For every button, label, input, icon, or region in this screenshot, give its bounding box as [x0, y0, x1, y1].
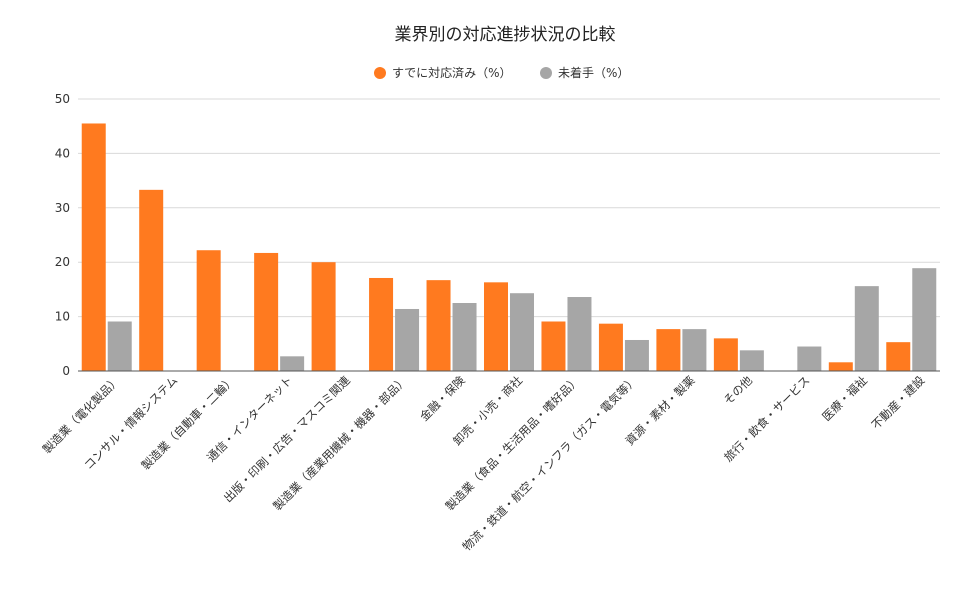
bar-not-started	[107, 321, 132, 371]
y-tick-label: 20	[55, 255, 70, 269]
legend-label: すでに対応済み（%）	[392, 65, 512, 80]
legend-label: 未着手（%）	[558, 65, 629, 80]
legend-swatch	[540, 67, 552, 79]
bar-not-started	[797, 346, 822, 371]
bar-not-started	[912, 268, 937, 371]
bar-done	[196, 250, 221, 371]
x-category-label: 不動産・建設	[869, 373, 928, 432]
bar-done	[484, 282, 508, 371]
chart-title: 業界別の対応進捗状況の比較	[395, 25, 616, 45]
y-tick-label: 10	[55, 310, 70, 324]
x-category-label: コンサル・情報システム	[81, 373, 180, 472]
y-tick-label: 40	[55, 146, 70, 160]
y-axis-ticks: 0 10 20 30 40 50	[55, 92, 70, 378]
gridlines	[78, 98, 940, 318]
x-category-label: その他	[721, 373, 756, 408]
bar-done	[81, 123, 106, 371]
y-tick-label: 30	[55, 201, 70, 215]
y-tick-label: 0	[62, 364, 70, 378]
bar-not-started	[395, 308, 420, 371]
x-category-label: 製造業（自動車・二輪）	[138, 373, 237, 472]
bar-done	[369, 277, 394, 371]
bar-done	[828, 362, 853, 371]
bar-done	[656, 329, 681, 371]
bar-not-started	[739, 350, 764, 371]
legend: すでに対応済み（%） 未着手（%）	[374, 65, 629, 80]
y-tick-label: 50	[55, 92, 70, 106]
bar-not-started	[854, 286, 879, 371]
x-axis-labels: 製造業（電化製品）コンサル・情報システム製造業（自動車・二輪）通信・インターネッ…	[40, 373, 928, 554]
bar-done	[598, 323, 623, 371]
legend-swatch	[374, 67, 386, 79]
bar-done	[541, 321, 566, 371]
bar-not-started	[280, 356, 305, 371]
bar-done	[254, 252, 279, 371]
bar-not-started	[682, 329, 707, 371]
x-category-label: 医療・福祉	[819, 373, 870, 424]
bar-not-started	[567, 297, 592, 371]
bar-done	[311, 262, 336, 371]
bars	[81, 123, 937, 371]
bar-not-started	[510, 293, 534, 371]
bar-not-started	[452, 303, 477, 371]
bar-not-started	[624, 339, 649, 371]
bar-done	[713, 338, 738, 371]
x-category-label: 金融・保険	[417, 373, 468, 424]
bar-done	[426, 280, 451, 371]
bar-done	[139, 189, 164, 371]
bar-done	[886, 342, 911, 371]
